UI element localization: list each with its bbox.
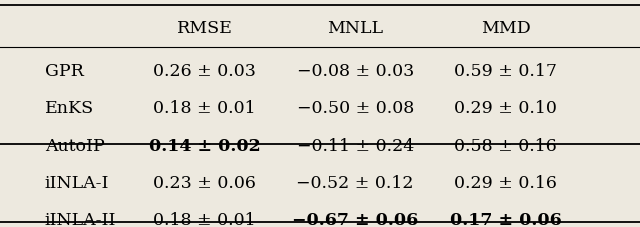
Text: −0.50 ± 0.08: −0.50 ± 0.08 [296,100,414,117]
Text: 0.14 ± 0.02: 0.14 ± 0.02 [149,137,260,154]
Text: 0.23 ± 0.06: 0.23 ± 0.06 [154,174,256,191]
Text: EnKS: EnKS [45,100,94,117]
Text: AutoIP: AutoIP [45,137,104,154]
Text: 0.29 ± 0.10: 0.29 ± 0.10 [454,100,557,117]
Text: −0.67 ± 0.06: −0.67 ± 0.06 [292,211,419,227]
Text: 0.17 ± 0.06: 0.17 ± 0.06 [450,211,561,227]
Text: iINLA-II: iINLA-II [45,211,116,227]
Text: −0.11 ± 0.24: −0.11 ± 0.24 [296,137,414,154]
Text: −0.08 ± 0.03: −0.08 ± 0.03 [296,63,414,80]
Text: iINLA-I: iINLA-I [45,174,109,191]
Text: 0.18 ± 0.01: 0.18 ± 0.01 [154,211,256,227]
Text: 0.58 ± 0.16: 0.58 ± 0.16 [454,137,557,154]
Text: 0.59 ± 0.17: 0.59 ± 0.17 [454,63,557,80]
Text: GPR: GPR [45,63,84,80]
Text: RMSE: RMSE [177,20,233,37]
Text: MNLL: MNLL [327,20,383,37]
Text: MMD: MMD [481,20,531,37]
Text: −0.52 ± 0.12: −0.52 ± 0.12 [296,174,414,191]
Text: 0.29 ± 0.16: 0.29 ± 0.16 [454,174,557,191]
Text: 0.26 ± 0.03: 0.26 ± 0.03 [154,63,256,80]
Text: 0.18 ± 0.01: 0.18 ± 0.01 [154,100,256,117]
